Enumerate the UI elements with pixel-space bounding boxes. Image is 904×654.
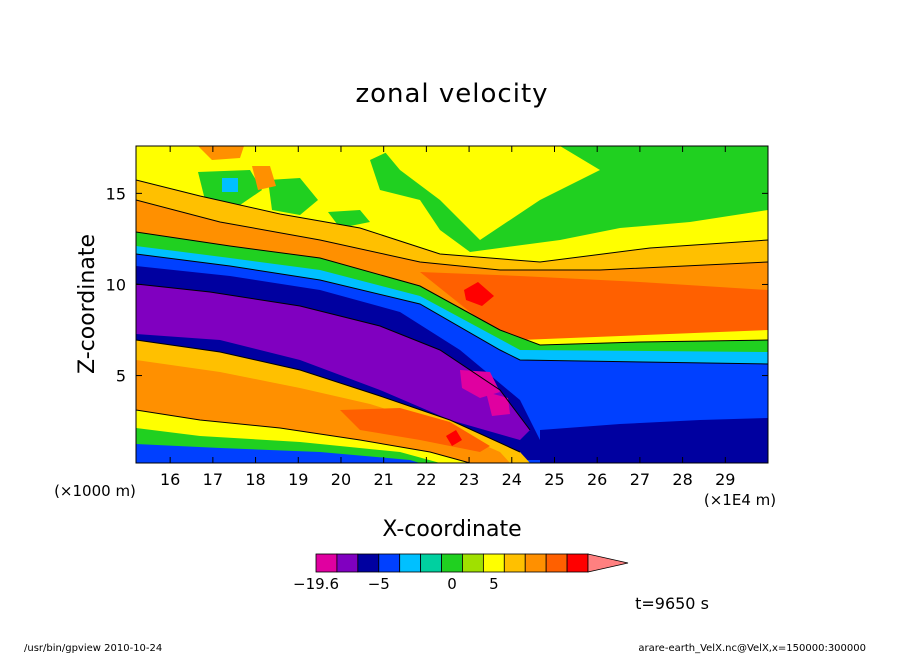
colorbar-cell: [545, 553, 568, 573]
colorbar-cell: [503, 553, 526, 573]
band-red-core: [464, 282, 494, 306]
colorbar-labels: −19.6 −5 0 5: [293, 575, 499, 593]
x-axis-label: X-coordinate: [382, 517, 521, 542]
band-navy-downstream: [540, 418, 768, 463]
band-green-upper-mid: [268, 178, 318, 215]
contour-fill: [136, 146, 768, 463]
band-green-small: [328, 210, 370, 228]
colorbar-label: −5: [368, 575, 390, 593]
x-tick-label: 29: [715, 470, 735, 489]
colorbar: [315, 553, 629, 573]
x-tick-label: 23: [459, 470, 479, 489]
band-orange-top-oval: [252, 166, 276, 190]
band-yellow-wedge: [380, 146, 600, 240]
x-tick-label: 21: [373, 470, 393, 489]
y-tick-label: 10: [106, 275, 126, 294]
colorbar-cell: [336, 553, 359, 573]
footer-left: /usr/bin/gpview 2010-10-24: [24, 643, 162, 654]
band-lower-blue: [136, 444, 420, 463]
colorbar-arrow: [587, 553, 629, 573]
colorbar-cell: [420, 553, 442, 573]
x-tick-label: 20: [331, 470, 351, 489]
chart-title: zonal velocity: [355, 79, 548, 109]
x-tick-label: 19: [288, 470, 308, 489]
x-unit-note: (×1E4 m): [704, 491, 776, 509]
y-unit-note: (×1000 m): [54, 482, 136, 500]
band-magenta-2: [486, 392, 510, 416]
time-label: t=9650 s: [635, 594, 709, 613]
plot-frame: [135, 145, 769, 464]
colorbar-cell: [441, 553, 463, 573]
x-axis: 16 17 18 19 20 21 22 23 24 25 26 27 28 29: [160, 146, 735, 489]
band-orange-top-left: [198, 146, 244, 160]
colorbar-cell: [399, 553, 422, 573]
y-axis-label: Z-coordinate: [75, 234, 100, 374]
y-tick-label: 5: [116, 367, 126, 386]
x-tick-label: 17: [203, 470, 223, 489]
x-tick-label: 18: [245, 470, 265, 489]
x-tick-label: 22: [416, 470, 436, 489]
x-tick-label: 28: [672, 470, 692, 489]
colorbar-label: 5: [489, 575, 499, 593]
colorbar-cell: [462, 553, 484, 573]
colorbar-label: −19.6: [293, 575, 339, 593]
colorbar-cell: [357, 553, 380, 573]
footer-right: arare-earth_VelX.nc@VelX,x=150000:300000: [638, 643, 866, 654]
band-cyan-spot: [222, 178, 238, 192]
y-tick-label: 15: [106, 184, 126, 203]
band-dark-orange: [420, 272, 768, 340]
x-tick-label: 16: [160, 470, 180, 489]
colorbar-cell: [315, 553, 338, 573]
x-tick-label: 26: [587, 470, 607, 489]
colorbar-label: 0: [447, 575, 457, 593]
band-red-lower: [446, 430, 462, 446]
x-tick-label: 27: [630, 470, 650, 489]
band-purple: [136, 284, 530, 440]
x-tick-label: 24: [502, 470, 522, 489]
x-tick-label: 25: [544, 470, 564, 489]
colorbar-cell: [482, 553, 505, 573]
colorbar-cell: [378, 553, 401, 573]
colorbar-cell: [566, 553, 589, 573]
colorbar-cell: [524, 553, 547, 573]
y-axis: 5 10 15: [106, 184, 768, 386]
band-magenta-1: [460, 370, 500, 398]
